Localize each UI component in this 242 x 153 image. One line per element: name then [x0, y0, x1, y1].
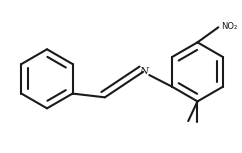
Text: NO₂: NO₂ [221, 22, 237, 31]
Text: N: N [139, 67, 148, 76]
